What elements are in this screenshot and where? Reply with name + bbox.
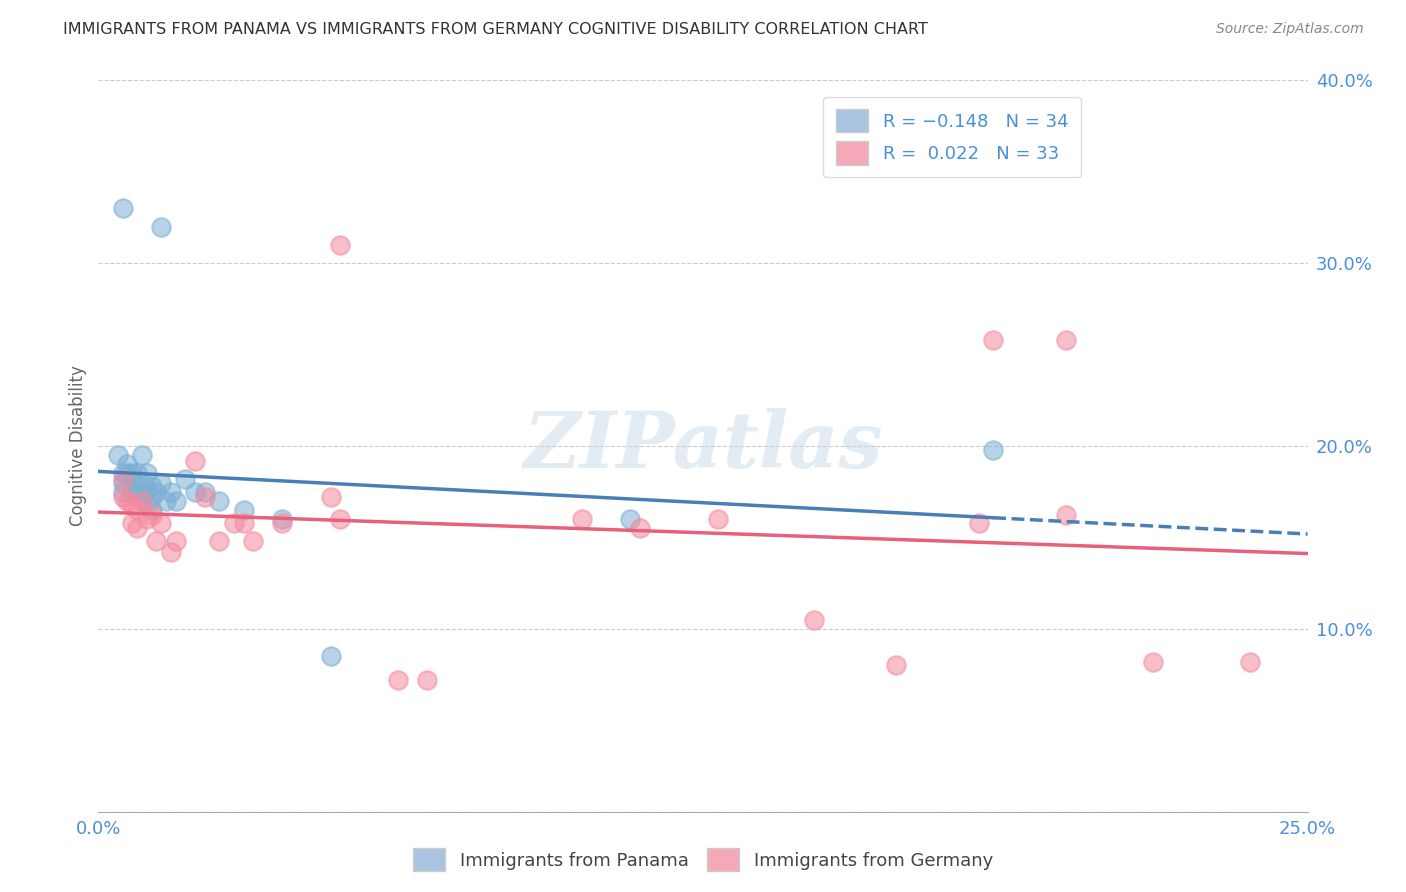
- Point: [131, 484, 153, 499]
- Text: IMMIGRANTS FROM PANAMA VS IMMIGRANTS FROM GERMANY COGNITIVE DISABILITY CORRELATI: IMMIGRANTS FROM PANAMA VS IMMIGRANTS FRO…: [63, 22, 928, 37]
- Point: [319, 649, 342, 664]
- Point: [145, 484, 167, 499]
- Point: [111, 201, 134, 215]
- Point: [165, 494, 187, 508]
- Point: [121, 498, 143, 512]
- Point: [127, 467, 149, 481]
- Point: [222, 516, 245, 530]
- Point: [165, 534, 187, 549]
- Point: [194, 484, 217, 499]
- Point: [111, 467, 134, 481]
- Point: [135, 498, 157, 512]
- Point: [208, 534, 231, 549]
- Point: [174, 472, 197, 486]
- Point: [135, 467, 157, 481]
- Point: [329, 238, 352, 252]
- Point: [127, 484, 149, 499]
- Point: [141, 479, 163, 493]
- Point: [127, 521, 149, 535]
- Point: [628, 521, 651, 535]
- Point: [232, 516, 254, 530]
- Point: [111, 472, 134, 486]
- Point: [117, 457, 139, 471]
- Point: [135, 512, 157, 526]
- Point: [571, 512, 593, 526]
- Point: [619, 512, 641, 526]
- Point: [886, 658, 908, 673]
- Point: [184, 484, 207, 499]
- Point: [121, 516, 143, 530]
- Point: [271, 512, 294, 526]
- Point: [121, 484, 143, 499]
- Legend: R = −0.148   N = 34, R =  0.022   N = 33: R = −0.148 N = 34, R = 0.022 N = 33: [823, 96, 1081, 178]
- Y-axis label: Cognitive Disability: Cognitive Disability: [69, 366, 87, 526]
- Point: [184, 453, 207, 467]
- Point: [1054, 333, 1077, 347]
- Point: [981, 333, 1004, 347]
- Point: [141, 490, 163, 504]
- Point: [232, 503, 254, 517]
- Point: [271, 516, 294, 530]
- Point: [329, 512, 352, 526]
- Point: [131, 494, 153, 508]
- Point: [111, 484, 134, 499]
- Point: [131, 448, 153, 462]
- Point: [155, 494, 177, 508]
- Text: Source: ZipAtlas.com: Source: ZipAtlas.com: [1216, 22, 1364, 37]
- Point: [141, 503, 163, 517]
- Point: [981, 442, 1004, 457]
- Point: [208, 494, 231, 508]
- Point: [194, 490, 217, 504]
- Text: ZIPatlas: ZIPatlas: [523, 408, 883, 484]
- Point: [107, 448, 129, 462]
- Point: [387, 673, 409, 687]
- Point: [150, 516, 173, 530]
- Point: [135, 484, 157, 499]
- Point: [967, 516, 990, 530]
- Point: [1054, 508, 1077, 523]
- Point: [1142, 655, 1164, 669]
- Point: [111, 475, 134, 490]
- Point: [416, 673, 439, 687]
- Point: [160, 545, 183, 559]
- Point: [150, 219, 173, 234]
- Point: [117, 467, 139, 481]
- Point: [127, 503, 149, 517]
- Point: [150, 475, 173, 490]
- Point: [145, 534, 167, 549]
- Point: [111, 490, 134, 504]
- Point: [319, 490, 342, 504]
- Point: [117, 494, 139, 508]
- Point: [141, 508, 163, 523]
- Point: [121, 467, 143, 481]
- Point: [803, 613, 825, 627]
- Legend: Immigrants from Panama, Immigrants from Germany: Immigrants from Panama, Immigrants from …: [406, 841, 1000, 879]
- Point: [131, 475, 153, 490]
- Point: [1239, 655, 1261, 669]
- Point: [706, 512, 728, 526]
- Point: [242, 534, 264, 549]
- Point: [160, 484, 183, 499]
